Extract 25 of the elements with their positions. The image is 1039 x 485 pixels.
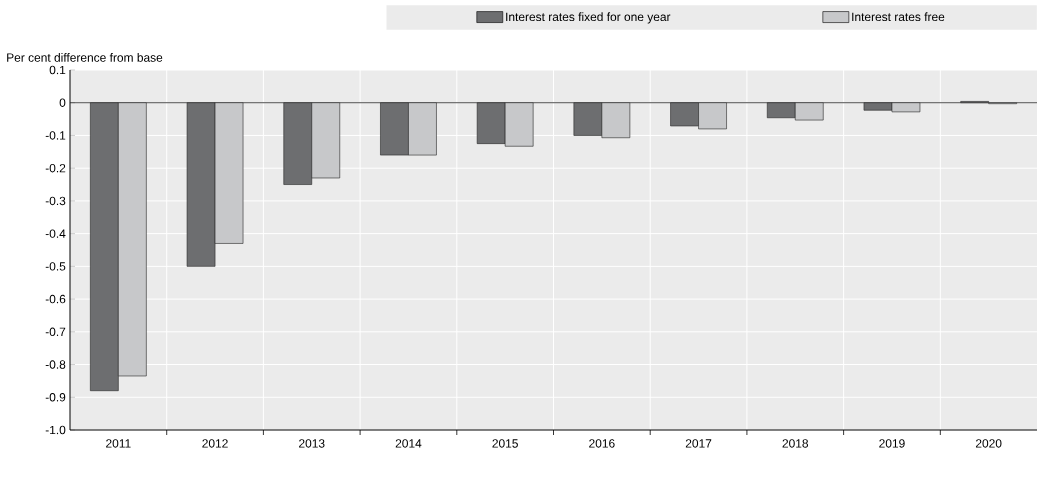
x-tick-label: 2018	[782, 439, 809, 448]
y-axis-title: Per cent difference from base	[7, 53, 163, 62]
x-tick-label: 2014	[395, 439, 422, 448]
y-tick-label: -0.8	[45, 360, 66, 369]
y-tick-label: 0	[59, 98, 66, 107]
y-tick-label: -0.4	[45, 229, 66, 238]
y-tick-label: -1.0	[45, 425, 66, 435]
x-tick-label: 2019	[879, 439, 905, 448]
x-tick-label: 2017	[685, 439, 712, 448]
x-tick-label: 2015	[492, 439, 518, 448]
x-tick-label: 2012	[202, 439, 228, 448]
legend-label: Interest rates free	[852, 12, 945, 22]
x-tick-label: 2016	[589, 439, 615, 448]
y-tick-label: -0.2	[45, 163, 66, 173]
legend-label: Interest rates fixed for one year	[506, 12, 671, 24]
y-tick-label: -0.1	[45, 131, 66, 140]
x-tick-label: 2020	[975, 439, 1002, 448]
x-tick-label: 2011	[106, 439, 131, 448]
x-tick-label: 2013	[299, 439, 325, 448]
y-tick-label: -0.6	[45, 294, 66, 304]
y-tick-label: -0.3	[45, 196, 66, 206]
y-tick-label: -0.7	[45, 327, 66, 337]
y-tick-label: -0.5	[45, 262, 66, 271]
y-tick-label: 0.1	[49, 65, 66, 75]
y-tick-label: -0.9	[45, 393, 66, 402]
